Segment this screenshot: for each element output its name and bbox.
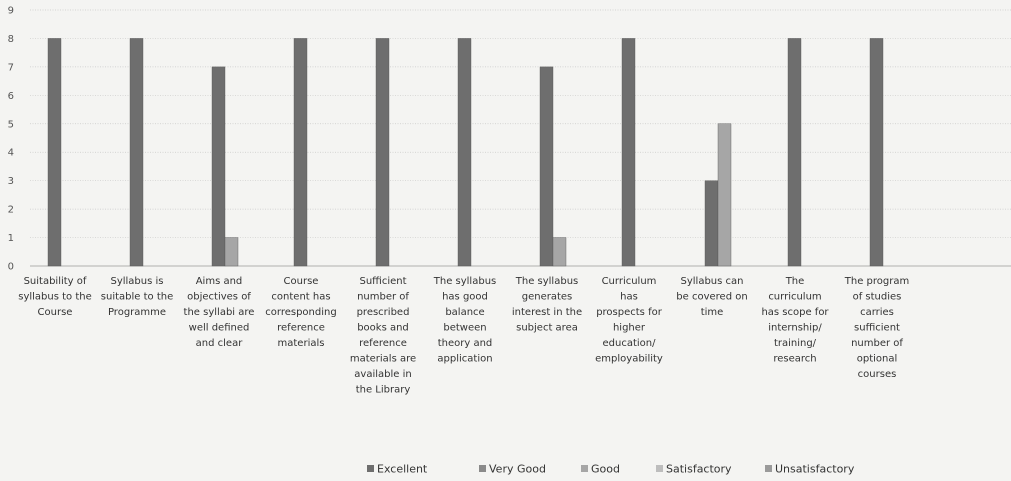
category-label: Syllabus is suitable to the Programme	[101, 276, 173, 318]
y-tick-label: 6	[8, 91, 14, 102]
bar-excellent: Excellent: 8	[293, 38, 308, 267]
bar-excellent: Excellent: 8	[621, 38, 636, 267]
bar-good: Good: 5	[717, 123, 732, 267]
y-tick-label: 5	[8, 119, 14, 130]
category-label: Syllabus can be covered on time	[676, 276, 747, 318]
category-label: The syllabus generates interest in the subj…	[512, 276, 582, 334]
legend: Excellent Very Good Good Satisfactory Unsati…	[367, 463, 855, 476]
legend-item: Satisfactory	[656, 463, 732, 476]
bar-good: Good: 1	[552, 237, 567, 267]
legend-item: Excellent	[367, 463, 428, 476]
legend-item: Unsatisfactory	[765, 463, 855, 476]
legend-swatch	[656, 465, 663, 472]
bars: Excellent: 8Excellent: 8Excellent: 7Good…	[47, 38, 884, 267]
y-tick-label: 9	[8, 6, 14, 17]
y-tick-label: 2	[8, 205, 14, 216]
category-label: Suitability of syllabus to the Course	[18, 276, 92, 318]
y-tick-label: 3	[8, 176, 14, 187]
legend-label: Unsatisfactory	[775, 463, 855, 476]
y-tick-label: 1	[8, 233, 14, 244]
category-label: The syllabus has good balance between theory…	[433, 276, 497, 365]
bar-excellent: Excellent: 7	[211, 66, 226, 267]
legend-swatch	[479, 465, 486, 472]
legend-item: Good	[581, 463, 620, 476]
bar-excellent: Excellent: 8	[129, 38, 144, 267]
category-label: Sufficient number of prescribed books and re…	[350, 276, 416, 396]
x-axis-category-labels: Suitability of syllabus to the CourseSylla…	[18, 276, 909, 396]
legend-label: Excellent	[377, 463, 428, 476]
legend-label: Good	[591, 463, 620, 476]
legend-label: Satisfactory	[666, 463, 732, 476]
y-tick-label: 7	[8, 62, 14, 73]
bar-excellent: Excellent: 8	[787, 38, 802, 267]
legend-item: Very Good	[479, 463, 546, 476]
bar-excellent: Excellent: 8	[457, 38, 472, 267]
category-label: The curriculum has scope for internship/tra…	[761, 276, 829, 365]
bar-excellent: Excellent: 8	[869, 38, 884, 267]
y-tick-label: 0	[8, 262, 14, 273]
gridlines	[30, 9, 1011, 267]
bar-excellent: Excellent: 7	[539, 66, 554, 267]
bar-excellent: Excellent: 3	[704, 180, 719, 267]
bar-excellent: Excellent: 8	[375, 38, 390, 267]
bar-good: Good: 1	[224, 237, 239, 267]
y-axis-tick-labels: 0 1 2 3 4 5 6 7 8 9	[8, 6, 14, 273]
category-label: Aims and objectives of the syllabi are well…	[184, 276, 255, 349]
legend-label: Very Good	[489, 463, 546, 476]
legend-swatch	[367, 465, 374, 472]
y-tick-label: 4	[8, 148, 14, 159]
y-tick-label: 8	[8, 34, 14, 45]
legend-swatch	[765, 465, 772, 472]
category-label: Curriculum has prospects for higher educatio…	[595, 276, 663, 365]
category-label: Course content has corresponding reference m…	[265, 276, 336, 349]
bar-excellent: Excellent: 8	[47, 38, 62, 267]
category-label: The program of studies carries sufficient nu…	[844, 276, 909, 380]
legend-swatch	[581, 465, 588, 472]
